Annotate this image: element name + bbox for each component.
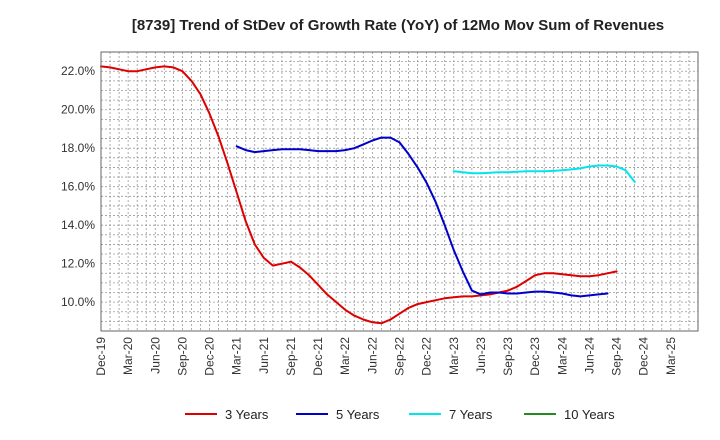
y-tick-label: 14.0% [61, 218, 95, 232]
y-axis-ticks: 10.0% 12.0% 14.0% 16.0% 18.0% 20.0% 22.0% [61, 64, 95, 309]
x-tick-label: Jun-24 [582, 337, 596, 374]
x-axis-ticks: Dec-19 Mar-20 Jun-20 Sep-20 Dec-20 Mar-21 Jun-… [94, 337, 678, 376]
series-line-7-years [452, 164, 636, 183]
legend-label: 10 Years [564, 407, 615, 422]
x-tick-label: Jun-21 [257, 337, 271, 374]
x-tick-label: Sep-22 [393, 337, 407, 376]
legend-label: 7 Years [449, 407, 493, 422]
x-tick-label: Jun-22 [365, 337, 379, 374]
chart-title: [8739] Trend of StDev of Growth Rate (Yo… [132, 17, 664, 34]
x-tick-label: Mar-21 [230, 337, 244, 375]
y-tick-label: 18.0% [61, 141, 95, 155]
x-tick-label: Mar-25 [664, 337, 678, 375]
x-tick-label: Mar-24 [555, 337, 569, 375]
y-tick-label: 20.0% [61, 103, 95, 117]
y-tick-label: 12.0% [61, 257, 95, 271]
x-tick-label: Dec-24 [637, 337, 651, 376]
x-tick-label: Mar-23 [447, 337, 461, 375]
grid [101, 51, 698, 331]
x-tick-label: Sep-24 [610, 337, 624, 376]
y-tick-label: 16.0% [61, 180, 95, 194]
x-tick-label: Mar-22 [338, 337, 352, 375]
series-lines [100, 65, 636, 325]
x-tick-label: Mar-20 [121, 337, 135, 375]
x-tick-label: Dec-19 [94, 337, 108, 376]
legend: 3 Years 5 Years 7 Years 10 Years [185, 407, 615, 422]
series-line-3-years [100, 65, 618, 325]
x-tick-label: Jun-23 [474, 337, 488, 374]
x-tick-label: Dec-22 [420, 337, 434, 376]
x-tick-label: Jun-20 [148, 337, 162, 374]
x-tick-label: Sep-23 [501, 337, 515, 376]
series-line-5-years [235, 136, 609, 298]
plot-frame [100, 51, 699, 332]
y-tick-label: 10.0% [61, 295, 95, 309]
legend-label: 5 Years [336, 407, 380, 422]
x-tick-label: Sep-21 [284, 337, 298, 376]
x-tick-label: Sep-20 [175, 337, 189, 376]
x-tick-label: Dec-20 [203, 337, 217, 376]
x-tick-label: Dec-23 [528, 337, 542, 376]
y-tick-label: 22.0% [61, 64, 95, 78]
x-tick-label: Dec-21 [311, 337, 325, 376]
legend-label: 3 Years [225, 407, 269, 422]
